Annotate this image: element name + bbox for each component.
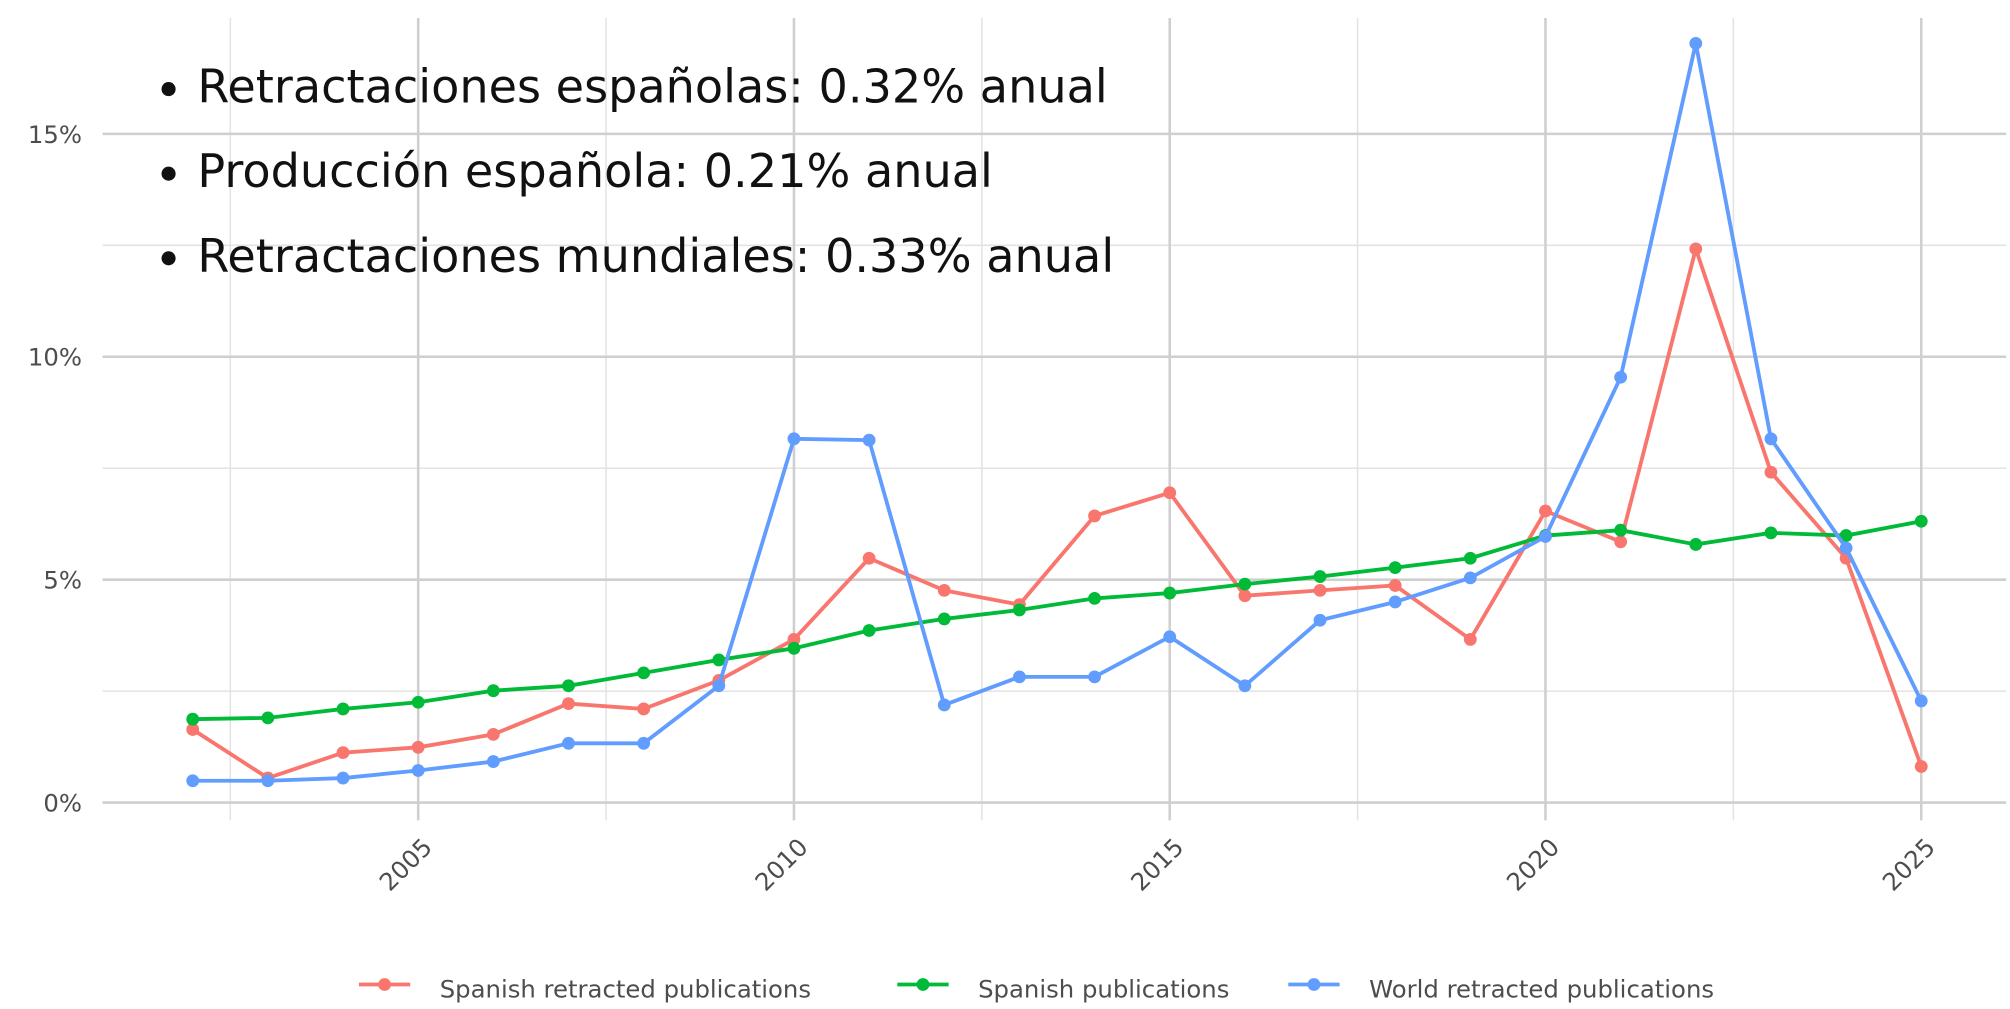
- y-tick-label: 10%: [28, 343, 82, 372]
- data-point: [1238, 589, 1252, 603]
- legend-item: Spanish retracted publications: [358, 974, 811, 1003]
- data-point: [1839, 529, 1853, 542]
- data-point: [937, 612, 951, 626]
- data-point: [1614, 535, 1628, 549]
- data-point: [1463, 571, 1477, 585]
- data-point: [1088, 670, 1101, 684]
- data-point: [787, 633, 801, 646]
- data-point: [1238, 679, 1252, 693]
- data-point: [862, 551, 876, 565]
- data-point: [336, 702, 350, 716]
- data-point: [1764, 432, 1778, 446]
- data-point: [1313, 570, 1327, 583]
- legend-item: Spanish publications: [897, 974, 1229, 1003]
- data-point: [486, 755, 500, 768]
- data-point: [562, 736, 575, 750]
- legend-swatch-dot: [1307, 978, 1321, 991]
- data-point: [637, 702, 651, 716]
- data-point: [1313, 583, 1327, 597]
- annotations: Retractaciones españolas: 0.32% anual Pro…: [138, 62, 1120, 316]
- x-tick-label: 2020: [1501, 832, 1565, 896]
- data-point: [1238, 577, 1252, 591]
- data-point: [562, 697, 575, 711]
- legend-label: World retracted publications: [1369, 974, 1714, 1003]
- data-point: [1689, 242, 1703, 256]
- data-point: [787, 641, 801, 655]
- annotation: Producción española: 0.21% anual: [197, 146, 1120, 200]
- data-point: [1839, 541, 1853, 555]
- series-line: [191, 242, 1924, 781]
- data-point: [186, 712, 200, 726]
- x-tick-label: 2010: [749, 832, 813, 896]
- legend-label: Spanish publications: [978, 974, 1229, 1003]
- data-point: [1388, 579, 1402, 592]
- data-point: [562, 679, 575, 693]
- data-point: [1764, 465, 1778, 479]
- data-point: [336, 771, 350, 785]
- data-point: [1764, 526, 1778, 540]
- series-line: [192, 42, 1923, 783]
- data-point: [1914, 760, 1928, 773]
- legend-label: Spanish retracted publications: [440, 974, 811, 1003]
- data-point: [1463, 633, 1477, 646]
- data-point: [1539, 530, 1552, 543]
- data-point: [1388, 561, 1402, 575]
- data-point: [712, 653, 726, 667]
- y-tick-label: 0%: [43, 789, 82, 818]
- legend-swatch-dot: [916, 978, 930, 991]
- data-point: [712, 679, 726, 693]
- data-point: [937, 583, 951, 597]
- data-point: [336, 746, 350, 760]
- data-point: [637, 666, 651, 680]
- data-point: [637, 736, 651, 750]
- data-point: [1689, 36, 1703, 50]
- data-point: [1914, 514, 1928, 528]
- data-point: [411, 740, 425, 754]
- annotation: Retractaciones mundiales: 0.33% anual: [197, 231, 1120, 285]
- annotation: Retractaciones españolas: 0.32% anual: [197, 62, 1120, 116]
- data-point: [937, 698, 951, 712]
- data-point: [1088, 591, 1101, 605]
- data-point: [486, 727, 500, 741]
- data-point: [1088, 509, 1101, 523]
- data-point: [1388, 595, 1402, 609]
- legend-item: World retracted publications: [1288, 974, 1714, 1003]
- x-tick-label: 2025: [1877, 832, 1941, 896]
- data-point: [1914, 694, 1928, 708]
- data-point: [1013, 670, 1026, 684]
- data-point: [411, 764, 425, 777]
- data-point: [1539, 504, 1552, 518]
- data-point: [1463, 551, 1477, 565]
- data-point: [261, 711, 275, 725]
- data-point: [1163, 630, 1177, 644]
- data-point: [1313, 613, 1327, 627]
- data-point: [186, 723, 200, 736]
- data-point: [1163, 486, 1177, 500]
- data-point: [862, 624, 876, 637]
- x-tick-label: 2005: [374, 832, 438, 896]
- data-point: [411, 695, 425, 709]
- data-point: [186, 774, 200, 788]
- series-line: [192, 519, 1922, 722]
- data-point: [862, 433, 876, 447]
- data-point: [1163, 586, 1177, 600]
- x-tick-label: 2015: [1125, 832, 1189, 896]
- y-tick-label: 15%: [28, 120, 82, 149]
- y-tick-label: 5%: [43, 566, 82, 595]
- legend-swatch-dot: [378, 978, 391, 991]
- data-point: [1614, 523, 1628, 537]
- data-point: [1013, 603, 1026, 617]
- data-point: [261, 774, 275, 788]
- data-point: [1689, 538, 1703, 551]
- data-point: [1614, 370, 1628, 384]
- data-point: [486, 684, 500, 698]
- data-point: [787, 432, 801, 446]
